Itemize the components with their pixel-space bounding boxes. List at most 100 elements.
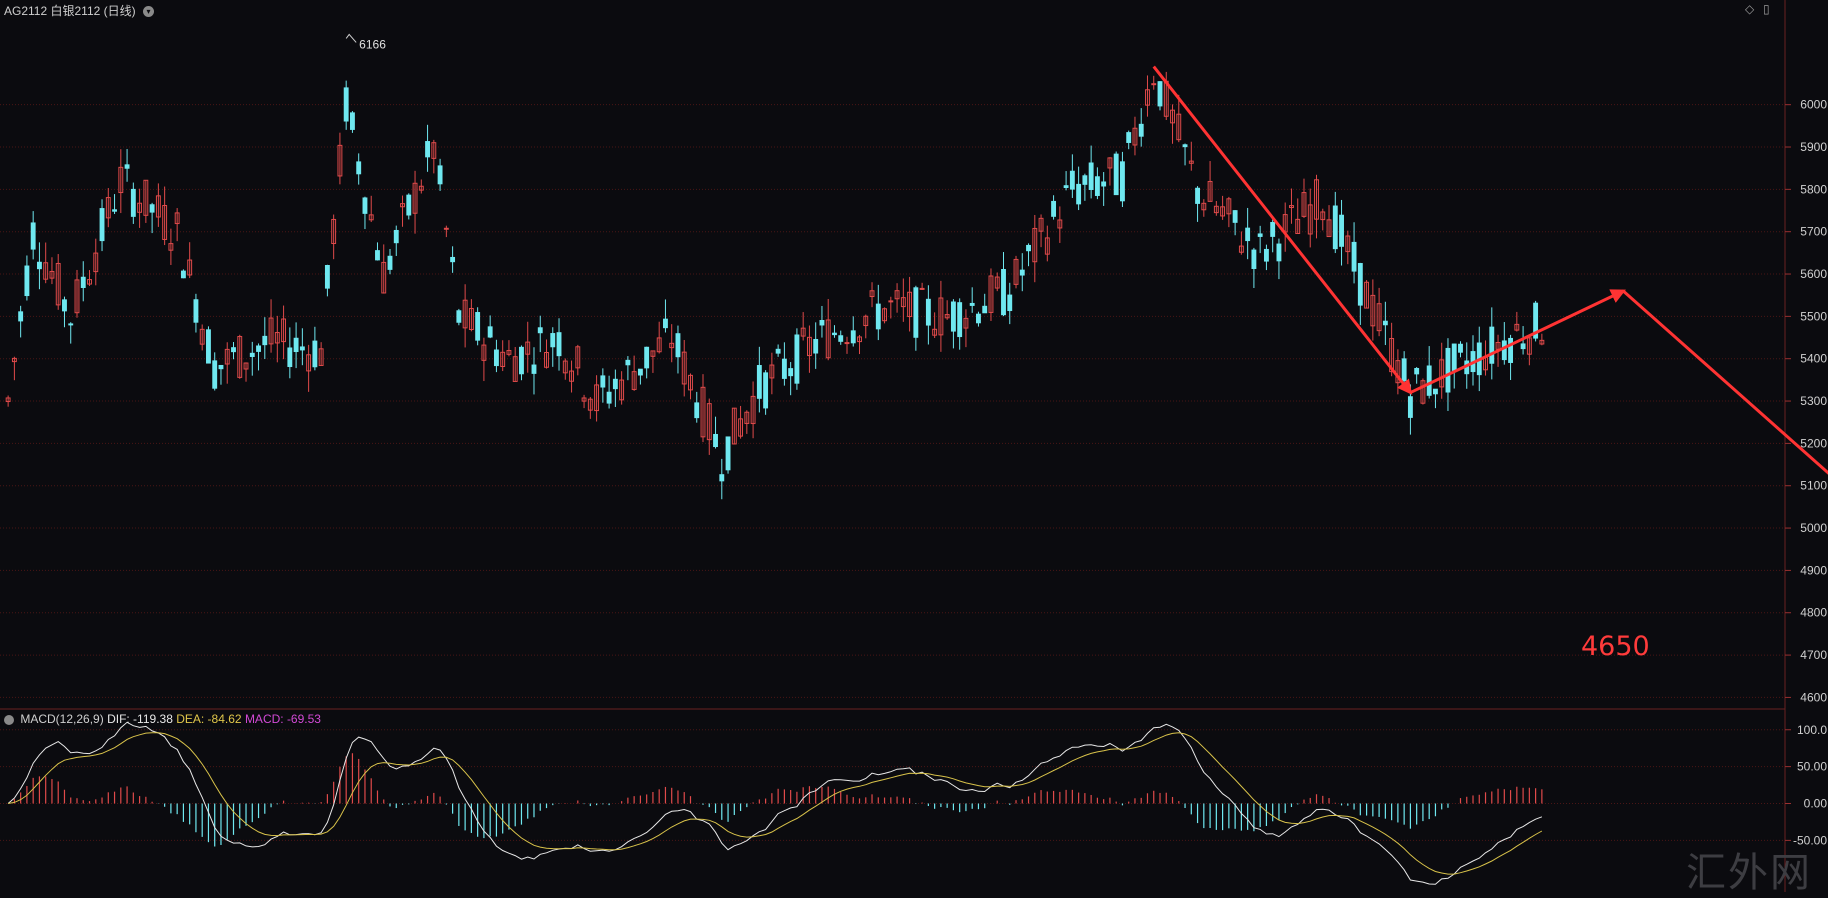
high-marker-label: 6166 (359, 37, 386, 51)
candle-body (1176, 113, 1182, 141)
candle-body (838, 335, 844, 342)
candle-body (525, 341, 531, 355)
y-tick-label: 4700 (1800, 648, 1827, 662)
candle-body (976, 313, 981, 324)
candle-body (1145, 89, 1150, 106)
candle-body (212, 360, 218, 389)
candle-body (806, 336, 812, 357)
candle-body (706, 403, 712, 441)
candle-body (556, 332, 562, 357)
candle-body (462, 299, 468, 329)
symbol-name: 白银2112 (50, 4, 101, 18)
macd-y-tick-label: 0.00 (1804, 797, 1828, 811)
candle-body (362, 197, 368, 214)
candle-body (575, 346, 581, 369)
candle-body (1038, 217, 1044, 232)
candle-body (1445, 347, 1451, 393)
candle-body (825, 319, 831, 359)
chevron-down-icon[interactable]: ▾ (143, 6, 154, 18)
candle-body (1289, 205, 1294, 209)
y-tick-label: 4600 (1800, 690, 1827, 704)
candle-body (950, 301, 956, 332)
candle-body (506, 350, 512, 355)
candle-body (531, 364, 537, 374)
candle-body (62, 299, 67, 312)
candle-body (932, 328, 938, 336)
period-label: (日线) (103, 4, 136, 18)
restore-window-icon[interactable]: ▯ (1763, 2, 1770, 16)
candle-body (55, 262, 61, 306)
candle-body (268, 317, 274, 345)
candle-body (187, 259, 193, 276)
candlestick-series (5, 71, 1545, 500)
candle-body (1082, 175, 1088, 185)
candle-body (224, 348, 230, 365)
macd-header: MACD(12,26,9) DIF: -119.38 DEA: -84.62 M… (4, 712, 321, 726)
candle-body (124, 164, 130, 169)
candle-body (663, 318, 668, 329)
candle-body (99, 208, 105, 242)
candle-body (262, 335, 268, 346)
candle-body (274, 332, 280, 344)
macd-histogram (13, 753, 1543, 847)
candle-body (619, 379, 625, 401)
dea-line (8, 732, 1543, 875)
trend-arrows (1152, 65, 1828, 475)
candle-body (343, 87, 349, 122)
watermark: 汇外网 (1686, 850, 1812, 896)
candle-body (112, 209, 117, 212)
candle-body (1182, 144, 1188, 148)
candle-body (1451, 343, 1457, 371)
candle-body (756, 365, 762, 399)
price-axis: 6000 5900 5800 5700 5600 5500 5400 5300 5200 5100… (1785, 98, 1828, 847)
candle-body (1345, 235, 1351, 253)
candle-body (600, 375, 606, 388)
candle-body (318, 348, 324, 366)
candle-body (775, 348, 781, 354)
macd-y-tick-label: 50.00 (1797, 760, 1827, 774)
candle-body (1113, 153, 1119, 196)
high-pointer (345, 33, 357, 43)
candle-body (475, 312, 481, 341)
candle-body (368, 214, 374, 221)
candle-body (218, 364, 224, 370)
candle-body (68, 323, 74, 326)
y-tick-label: 5300 (1800, 394, 1827, 408)
candle-body (888, 300, 894, 303)
candle-body (481, 344, 487, 361)
candle-body (1357, 263, 1363, 306)
candle-body (49, 270, 55, 279)
candle-body (193, 299, 199, 323)
candle-body (544, 351, 549, 368)
diamond-icon[interactable]: ◇ (1745, 2, 1755, 16)
candle-body (493, 349, 499, 367)
candle-body (656, 337, 662, 353)
candle-body (819, 320, 825, 326)
y-tick-label: 5000 (1800, 521, 1827, 535)
candle-body (788, 368, 794, 377)
candle-body (1526, 337, 1532, 355)
candle-body (381, 261, 387, 294)
candle-body (900, 297, 906, 308)
candle-body (1339, 214, 1344, 247)
candle-body (681, 351, 687, 385)
candle-body (1251, 249, 1257, 270)
candle-body (425, 141, 431, 158)
candle-body (713, 433, 718, 448)
candle-body (180, 270, 186, 279)
candle-body (1414, 367, 1420, 375)
candle-body (963, 317, 969, 329)
symbol-code: AG2112 (4, 4, 48, 18)
candle-body (1076, 183, 1082, 205)
candle-body (1382, 320, 1388, 326)
y-tick-label: 6000 (1800, 98, 1827, 112)
candle-body (882, 308, 887, 322)
candle-body (356, 161, 362, 175)
macd-settings-icon[interactable] (4, 714, 14, 725)
candle-body (1119, 161, 1125, 202)
candle-body (1007, 294, 1013, 312)
candle-body (43, 262, 49, 280)
candle-body (500, 351, 506, 367)
